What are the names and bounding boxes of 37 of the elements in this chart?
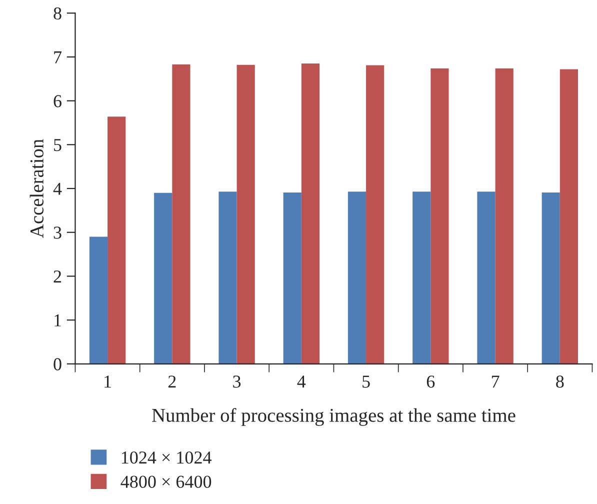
y-tick-label: 8: [54, 7, 62, 20]
bar: [89, 236, 108, 364]
x-axis-title: Number of processing images at the same time: [152, 408, 516, 426]
legend-label: 4800 × 6400: [120, 476, 212, 488]
bar: [348, 192, 366, 364]
x-tick-label: 6: [426, 376, 435, 388]
y-tick-label: 4: [53, 182, 62, 195]
legend-label: 1024 × 1024: [122, 451, 212, 464]
bar: [172, 64, 190, 364]
y-tick-label: 6: [54, 95, 62, 108]
x-tick-label: 8: [556, 376, 564, 388]
y-tick-label: 2: [54, 270, 62, 282]
y-tick-label: 0: [54, 358, 62, 370]
y-axis-title: Acceleration: [30, 139, 44, 238]
bar: [301, 64, 320, 364]
bar: [560, 69, 578, 364]
bar: [430, 68, 449, 364]
bar: [218, 192, 237, 364]
bar: [154, 192, 172, 364]
y-tick-label: 7: [54, 51, 62, 64]
x-tick-label: 1: [104, 376, 111, 388]
bar: [542, 192, 560, 364]
bar: [108, 116, 126, 364]
x-tick-label: 3: [233, 376, 241, 388]
bar: [236, 64, 255, 364]
x-tick-label: 2: [168, 376, 176, 388]
bar: [412, 192, 431, 364]
bar: [495, 68, 514, 364]
x-tick-label: 4: [297, 376, 306, 388]
y-tick-label: 3: [54, 226, 62, 239]
x-tick-label: 5: [362, 376, 370, 388]
y-tick-label: 5: [54, 139, 62, 152]
bar: [477, 192, 496, 364]
y-tick-label: 1: [54, 314, 61, 326]
bar: [366, 65, 384, 364]
bar: [283, 192, 302, 364]
x-tick-label: 7: [492, 376, 500, 388]
